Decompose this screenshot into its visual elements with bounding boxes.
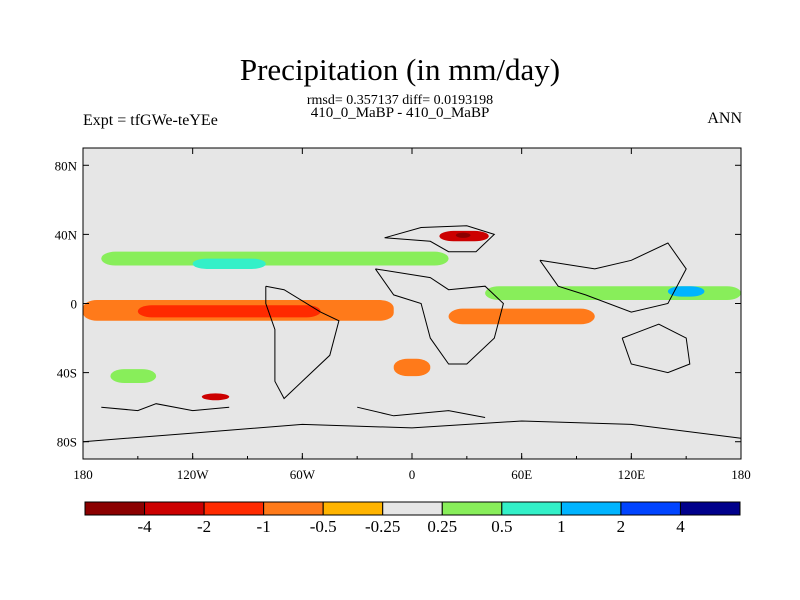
case-label: 410_0_MaBP - 410_0_MaBP xyxy=(310,105,490,121)
colorbar-swatch xyxy=(620,501,681,516)
coastline-segment xyxy=(384,225,496,253)
x-tick-label: 180 xyxy=(731,467,751,482)
region-north-pacific-wet-core xyxy=(192,258,266,269)
x-tick-label: 120W xyxy=(177,467,210,482)
colorbar-label: 2 xyxy=(617,517,626,536)
x-tick-label: 0 xyxy=(409,467,416,482)
coastline-segment xyxy=(101,403,230,412)
colorbar-label: -0.5 xyxy=(310,517,337,536)
coastline-segment xyxy=(374,268,504,365)
colorbar-swatch xyxy=(501,501,562,516)
coastline xyxy=(82,225,742,443)
coastline-segment xyxy=(265,285,340,400)
colorbar-label: -0.25 xyxy=(365,517,400,536)
region-equatorial-dry-core xyxy=(137,305,321,318)
region-southern-dry-spot xyxy=(201,393,230,401)
chart-subtitle: rmsd= 0.357137 diff= 0.0193198 xyxy=(306,93,494,108)
colorbar-label: 0.5 xyxy=(491,517,512,536)
y-tick-label: 40N xyxy=(55,227,78,242)
region-west-pacific-wet-core xyxy=(667,286,705,297)
experiment-label: Expt = tfGWe-teYEe xyxy=(83,112,218,129)
y-tick-label: 0 xyxy=(71,297,78,312)
colorbar-label: 4 xyxy=(676,517,685,536)
colorbar-label: 0.25 xyxy=(427,517,457,536)
colorbar: -4 -2 -1 -0.5 -0.25 0.25 0.5 1 2 4 xyxy=(84,501,741,536)
region-midlat-dry-core-40n xyxy=(455,232,471,238)
colorbar-swatch xyxy=(263,501,324,516)
colorbar-label: -1 xyxy=(257,517,271,536)
coastline-segment xyxy=(357,406,486,418)
colorbar-swatch xyxy=(679,501,741,516)
region-south-atlantic-dry-spot xyxy=(393,358,431,377)
x-tick-label: 60W xyxy=(290,467,316,482)
coastline-segment xyxy=(82,420,742,443)
colorbar-swatch xyxy=(560,501,622,516)
season-label: ANN xyxy=(707,110,742,127)
map-axes: 180 120W 60W 0 60E 120E 180 80N 40N 0 40S 80S xyxy=(55,147,751,482)
chart-title: Precipitation (in mm/day) xyxy=(239,52,561,87)
x-tick-label: 120E xyxy=(618,467,646,482)
y-tick-label: 80N xyxy=(55,158,78,173)
colorbar-swatch xyxy=(382,501,443,516)
y-tick-label: 40S xyxy=(57,366,77,381)
coastline-segment xyxy=(621,323,691,374)
colorbar-swatch xyxy=(144,501,205,516)
coastline-segment xyxy=(539,242,687,313)
colorbar-label: -2 xyxy=(197,517,211,536)
x-tick-label: 60E xyxy=(511,467,532,482)
map-canvas xyxy=(83,148,741,459)
colorbar-label: -4 xyxy=(137,517,152,536)
region-north-subtropical-wet-band xyxy=(101,251,449,266)
x-tick-label: 180 xyxy=(73,467,93,482)
region-indian-ocean-dry-band xyxy=(448,308,595,325)
colorbar-swatch xyxy=(322,501,384,516)
y-tick-label: 80S xyxy=(57,435,77,450)
colorbar-label: 1 xyxy=(557,517,566,536)
colorbar-swatch xyxy=(441,501,503,516)
colorbar-swatch xyxy=(84,501,146,516)
colorbar-swatch xyxy=(203,501,265,516)
region-southern-wet-spot xyxy=(110,369,157,383)
